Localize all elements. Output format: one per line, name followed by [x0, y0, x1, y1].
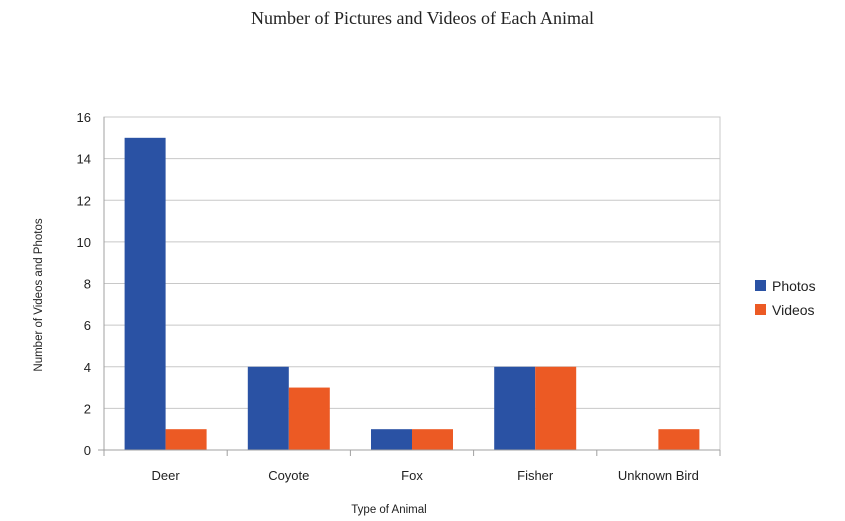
y-tick-label: 8	[84, 277, 91, 292]
x-tick-label: Coyote	[268, 468, 309, 483]
bar-videos-deer	[165, 429, 207, 450]
bars	[124, 137, 700, 450]
y-tick-label: 2	[84, 401, 91, 416]
y-tick-label: 6	[84, 318, 91, 333]
bar-photos-coyote	[247, 366, 289, 450]
axes	[98, 117, 721, 456]
x-tick-label: Unknown Bird	[618, 468, 699, 483]
x-tick-label: Fisher	[517, 468, 554, 483]
y-axis-label: Number of Videos and Photos	[33, 218, 45, 371]
bar-photos-deer	[124, 137, 166, 450]
y-tick-label: 12	[77, 193, 91, 208]
x-tick-label: Fox	[401, 468, 423, 483]
y-tick-label: 0	[84, 443, 91, 458]
bar-photos-fox	[371, 429, 412, 450]
x-tick-labels: Deer Coyote Fox Fisher Unknown Bird	[152, 468, 699, 483]
legend-swatch-videos	[755, 304, 766, 315]
grid-lines	[103, 116, 721, 451]
bar-videos-unknown-bird	[658, 429, 700, 450]
legend-label-videos: Videos	[772, 302, 815, 318]
y-tick-label: 14	[77, 152, 91, 167]
bar-videos-fox	[412, 429, 453, 450]
bar-videos-coyote	[288, 387, 330, 450]
x-tick-label: Deer	[152, 468, 181, 483]
legend-swatch-photos	[755, 280, 766, 291]
bar-photos-fisher	[494, 366, 536, 450]
chart-title: Number of Pictures and Videos of Each An…	[250, 8, 594, 28]
y-tick-label: 10	[77, 235, 91, 250]
y-tick-label: 16	[77, 110, 91, 125]
x-axis-label: Type of Animal	[351, 504, 426, 516]
legend-label-photos: Photos	[772, 278, 816, 294]
y-tick-label: 4	[84, 360, 91, 375]
bar-videos-fisher	[535, 366, 577, 450]
legend: Photos Videos	[755, 278, 816, 318]
y-tick-labels: 0 2 4 6 8 10 12 14 16	[77, 110, 91, 458]
